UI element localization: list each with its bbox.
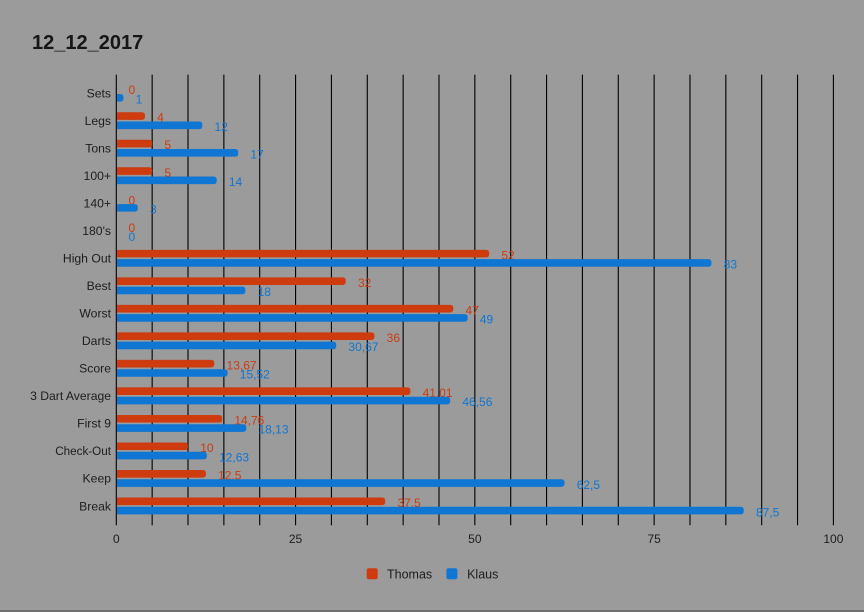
svg-text:Break: Break — [79, 499, 112, 513]
svg-text:12: 12 — [215, 120, 229, 134]
svg-text:36: 36 — [387, 331, 401, 345]
svg-text:Best: Best — [87, 279, 112, 293]
svg-text:13,67: 13,67 — [227, 358, 257, 372]
svg-text:15,52: 15,52 — [240, 368, 270, 382]
svg-text:4: 4 — [157, 111, 164, 125]
svg-text:0: 0 — [129, 230, 136, 244]
svg-text:Score: Score — [79, 362, 111, 376]
svg-text:12,63: 12,63 — [219, 450, 249, 464]
svg-text:Darts: Darts — [82, 334, 111, 348]
svg-text:18: 18 — [258, 285, 272, 299]
svg-text:Sets: Sets — [87, 86, 111, 100]
svg-text:87,5: 87,5 — [756, 505, 780, 519]
svg-text:0: 0 — [129, 221, 136, 235]
svg-text:100+: 100+ — [84, 169, 111, 183]
svg-text:100: 100 — [823, 532, 843, 546]
svg-text:83: 83 — [724, 258, 738, 272]
svg-text:Thomas: Thomas — [387, 568, 432, 582]
svg-text:5: 5 — [164, 166, 171, 180]
svg-text:180's: 180's — [82, 224, 111, 238]
svg-text:14: 14 — [229, 175, 243, 189]
svg-text:0: 0 — [113, 532, 120, 546]
svg-text:52: 52 — [501, 248, 515, 262]
svg-text:12_12_2017: 12_12_2017 — [32, 32, 143, 54]
svg-text:5: 5 — [164, 138, 171, 152]
svg-text:32: 32 — [358, 276, 372, 290]
svg-text:37,5: 37,5 — [397, 496, 421, 510]
svg-text:High Out: High Out — [63, 252, 112, 266]
svg-text:1: 1 — [136, 93, 143, 107]
svg-text:62,5: 62,5 — [577, 478, 601, 492]
svg-text:25: 25 — [289, 532, 303, 546]
svg-text:10: 10 — [200, 441, 214, 455]
svg-text:140+: 140+ — [84, 197, 111, 211]
svg-text:41,01: 41,01 — [423, 386, 453, 400]
svg-text:Tons: Tons — [85, 141, 111, 155]
svg-text:75: 75 — [647, 532, 661, 546]
svg-text:47: 47 — [466, 303, 480, 317]
svg-text:0: 0 — [129, 83, 136, 97]
svg-text:First 9: First 9 — [77, 417, 111, 431]
svg-text:17: 17 — [250, 148, 264, 162]
svg-text:Worst: Worst — [79, 307, 111, 321]
svg-text:30,67: 30,67 — [348, 340, 378, 354]
svg-text:12,5: 12,5 — [218, 468, 242, 482]
svg-text:Check-Out: Check-Out — [55, 444, 111, 458]
svg-text:50: 50 — [468, 532, 482, 546]
svg-text:46,56: 46,56 — [462, 395, 492, 409]
svg-text:0: 0 — [129, 193, 136, 207]
svg-text:Keep: Keep — [83, 472, 112, 486]
svg-text:14,76: 14,76 — [234, 413, 264, 427]
svg-text:3: 3 — [150, 203, 157, 217]
svg-text:Klaus: Klaus — [467, 568, 498, 582]
svg-text:Legs: Legs — [85, 114, 111, 128]
svg-text:18,13: 18,13 — [259, 423, 289, 437]
svg-text:3 Dart Average: 3 Dart Average — [30, 389, 111, 403]
svg-text:49: 49 — [480, 313, 494, 327]
